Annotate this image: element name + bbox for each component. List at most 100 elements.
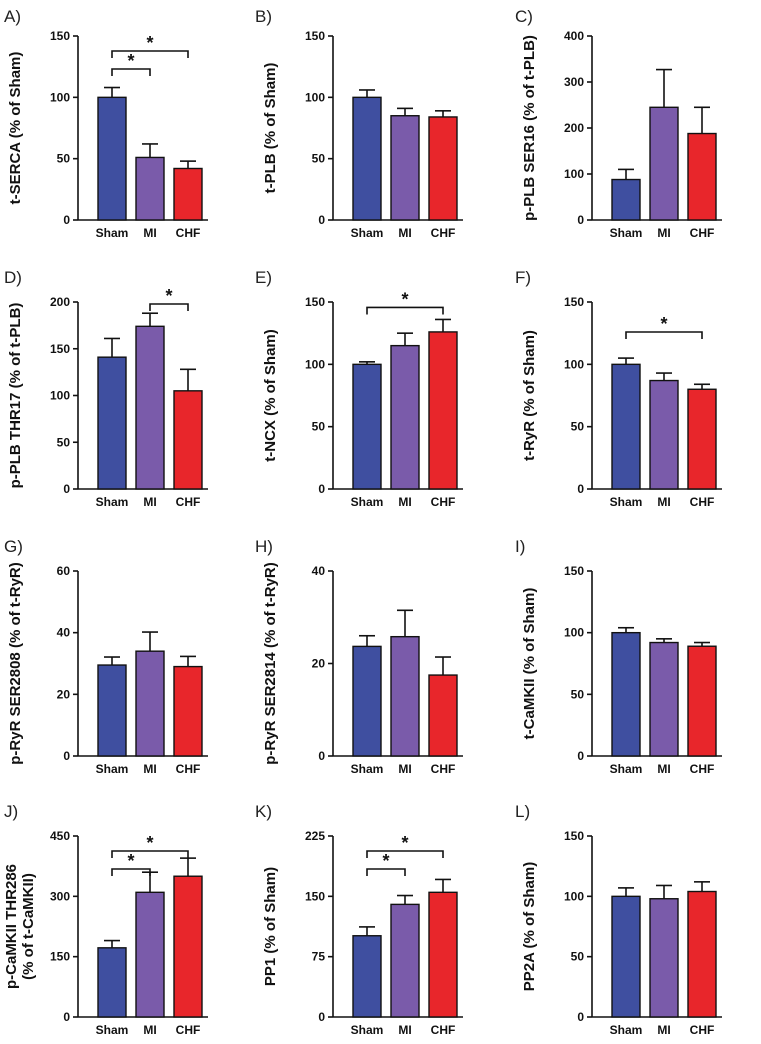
panel-e-ylabel: t-NCX (% of Sham) [262,329,279,462]
panel-f-category-label: Sham [610,495,643,509]
panel-a-ytick-label: 50 [57,152,71,166]
panel-b-bar-mi [390,115,420,221]
panel-b-ylabel: t-PLB (% of Sham) [262,63,279,194]
panel-c-bar-sham [611,178,641,221]
panel-i-bar-sham [611,631,641,757]
panel-c-ytick-label: 0 [577,213,584,227]
panel-j-category-label: CHF [176,1023,201,1037]
panel-d-ytick-label: 100 [50,389,70,403]
panel-j-bar-chf [173,875,203,1018]
panel-c-ytick-label: 400 [564,29,584,43]
panel-e-category-label: Sham [351,495,384,509]
panel-i-ytick-label: 0 [577,749,584,763]
panel-h-category-label: Sham [351,762,384,776]
panel-a-sig-bracket [111,68,151,76]
panel-d-category-label: Sham [96,495,129,509]
panel-c-category-label: CHF [690,226,715,240]
panel-g-category-label: MI [143,762,156,776]
panel-i-ytick-label: 150 [564,564,584,578]
panel-f: F) t-RyR (% of Sham) 0 50 100 150 Sham MI CHF * [515,268,722,509]
panel-j-ytick-label: 0 [63,1010,70,1024]
panel-g-bar-sham [97,664,127,757]
panel-b-category-label: CHF [431,226,456,240]
panel-d-sig-bracket [149,303,189,311]
panel-i-category-label: CHF [690,762,715,776]
panel-b: B) t-PLB (% of Sham) 0 50 100 150 Sham MI CHF [255,7,463,240]
panel-f-bar-sham [611,363,641,490]
panel-j-ytick-label: 300 [50,889,70,903]
panel-e-bar-sham [352,363,382,490]
panel-j-letter: J) [4,802,18,821]
panel-l-ytick-label: 0 [577,1010,584,1024]
panel-k-ytick-label: 0 [318,1010,325,1024]
panel-c-category-label: MI [657,226,670,240]
panel-l-bar-chf [687,890,717,1018]
panel-j: J) p-CaMKII THR286(% of t-CaMKII) 0 150 300 4… [3,802,208,1037]
panel-i-category-label: Sham [610,762,643,776]
panel-d-bar-mi [135,325,165,490]
panel-g-letter: G) [4,537,23,556]
panel-e-bar-chf [428,331,458,490]
panel-c-ytick-label: 300 [564,75,584,89]
panel-l-ytick-label: 100 [564,889,584,903]
panel-d-ytick-label: 200 [50,295,70,309]
panel-e-category-label: MI [398,495,411,509]
panel-a-ytick-label: 100 [50,90,70,104]
panel-k-bar-chf [428,891,458,1018]
panel-d-ytick-label: 0 [63,482,70,496]
panel-h-ytick-label: 40 [312,564,326,578]
panel-f-sig-bracket [625,331,703,339]
panel-e-letter: E) [255,268,272,287]
panel-g-bar-chf [173,665,203,757]
panel-d-ylabel: p-PLB THR17 (% of t-PLB) [7,303,24,489]
panel-k-ylabel: PP1 (% of Sham) [262,867,279,986]
panel-e-ytick-label: 0 [318,482,325,496]
panel-e-bar-mi [390,344,420,490]
panel-d-bar-sham [97,356,127,490]
panel-f-ytick-label: 0 [577,482,584,496]
panel-b-ytick-label: 100 [305,90,325,104]
panel-b-ytick-label: 150 [305,29,325,43]
panel-f-bar-chf [687,388,717,490]
panel-e-category-label: CHF [431,495,456,509]
panel-e-ytick-label: 150 [305,295,325,309]
panel-i-bar-chf [687,645,717,757]
panel-i-letter: I) [515,537,525,556]
panel-l: L) PP2A (% of Sham) 0 50 100 150 Sham MI CHF [515,802,722,1037]
panel-d: D) p-PLB THR17 (% of t-PLB) 0 50 100 150 200 Sh… [4,268,208,509]
panel-a-sig-star: * [127,51,134,71]
panel-h-bar-sham [352,645,382,757]
panel-g: G) p-RyR SER2808 (% of t-RyR) 0 20 40 60 Sham M… [4,537,208,776]
panel-k-ytick-label: 225 [305,829,325,843]
panel-h: H) p-RyR SER2814 (% of t-RyR) 0 20 40 Sham MI C… [255,537,463,776]
panel-a-category-label: Sham [96,226,129,240]
panel-c-ytick-label: 100 [564,167,584,181]
panel-c-ytick-label: 200 [564,121,584,135]
panel-j-ylabel: p-CaMKII THR286(% of t-CaMKII) [3,864,37,989]
panel-h-category-label: MI [398,762,411,776]
panel-d-ytick-label: 50 [57,435,71,449]
panel-k-category-label: CHF [431,1023,456,1037]
panel-j-category-label: Sham [96,1023,129,1037]
panel-c: C) p-PLB SER16 (% of t-PLB) 0 100 200 300 400 S… [515,7,722,240]
panel-f-ytick-label: 150 [564,295,584,309]
panel-a-bar-mi [135,156,165,221]
panel-k-ytick-label: 75 [312,950,326,964]
panel-k-sig-bracket [366,850,444,858]
panel-b-category-label: MI [398,226,411,240]
panel-b-ytick-label: 50 [312,152,326,166]
panel-j-sig-star: * [127,851,134,871]
panel-g-ytick-label: 40 [57,626,71,640]
panel-a-ytick-label: 0 [63,213,70,227]
panel-a-sig-bracket [111,50,189,58]
panel-k-category-label: MI [398,1023,411,1037]
panel-f-category-label: CHF [690,495,715,509]
panel-c-letter: C) [515,7,533,26]
panel-h-ytick-label: 0 [318,749,325,763]
panel-j-sig-bracket [111,868,151,876]
panel-l-category-label: CHF [690,1023,715,1037]
panel-f-sig-star: * [660,314,667,334]
panel-l-ytick-label: 50 [571,950,585,964]
panel-h-bar-chf [428,674,458,757]
